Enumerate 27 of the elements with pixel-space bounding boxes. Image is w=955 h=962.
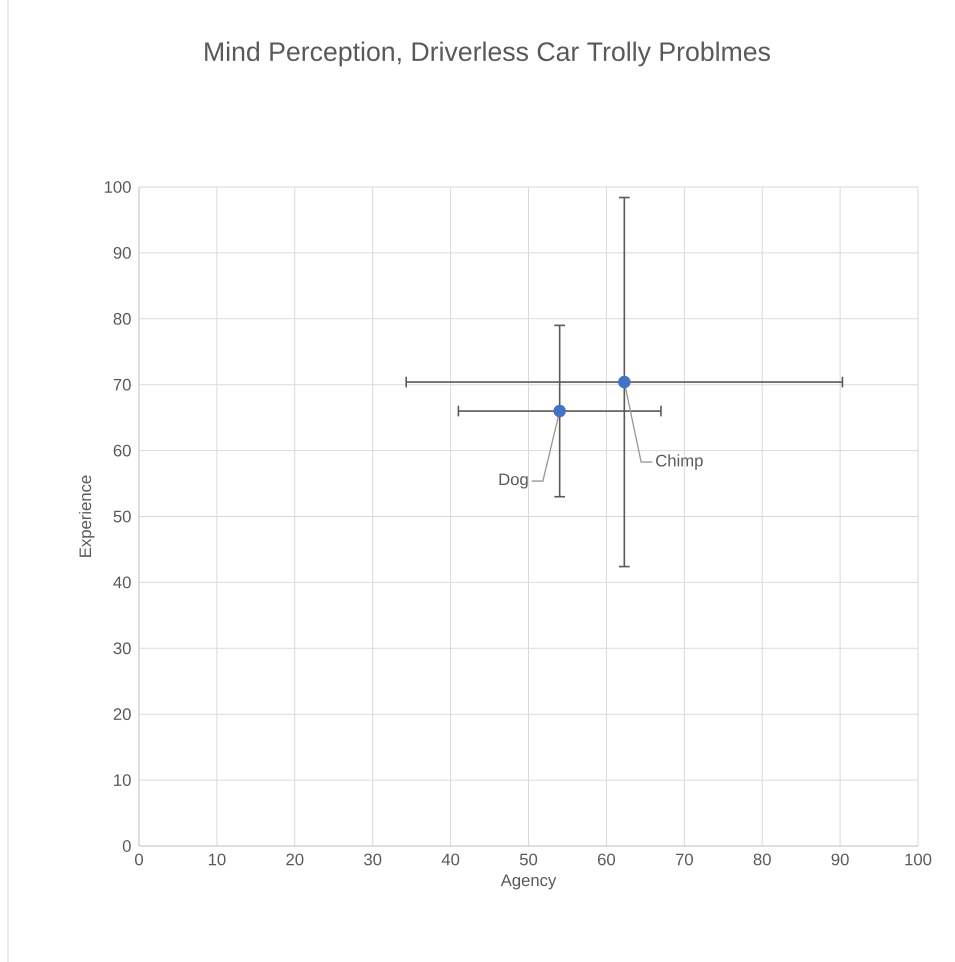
y-tick-label: 90	[114, 247, 131, 259]
y-axis-title: Experience	[78, 476, 94, 557]
x-tick-label: 20	[286, 854, 304, 866]
y-tick-label: 80	[114, 312, 131, 325]
y-tick-label: 70	[114, 378, 131, 391]
y-tick-label: 20	[114, 708, 131, 720]
x-tick-label: 100	[905, 854, 932, 866]
x-axis-title: Agency	[500, 874, 556, 890]
y-tick-label: 10	[114, 774, 131, 786]
y-tick-label: 30	[114, 642, 131, 654]
x-tick-label: 10	[208, 854, 226, 866]
x-tick-label: 40	[442, 854, 460, 866]
x-tick-label: 90	[832, 854, 849, 866]
x-tick-label: 60	[598, 854, 616, 866]
x-tick-label: 30	[364, 854, 382, 866]
x-tick-label: 70	[676, 854, 693, 866]
x-tick-label: 80	[754, 854, 771, 866]
y-tick-label: 50	[114, 510, 131, 522]
y-tick-label: 0	[122, 840, 131, 852]
x-tick-label: 50	[520, 854, 538, 866]
annotation: Chimp	[656, 454, 703, 470]
y-tick-label: 60	[114, 444, 131, 456]
y-tick-label: 100	[104, 181, 131, 193]
y-tick-label: 40	[113, 576, 131, 588]
chart-title: Mind Perception, Driverless Car Trolly Problmes	[205, 42, 770, 66]
x-tick-label: 0	[135, 854, 143, 866]
annotation: Dog	[500, 474, 528, 489]
